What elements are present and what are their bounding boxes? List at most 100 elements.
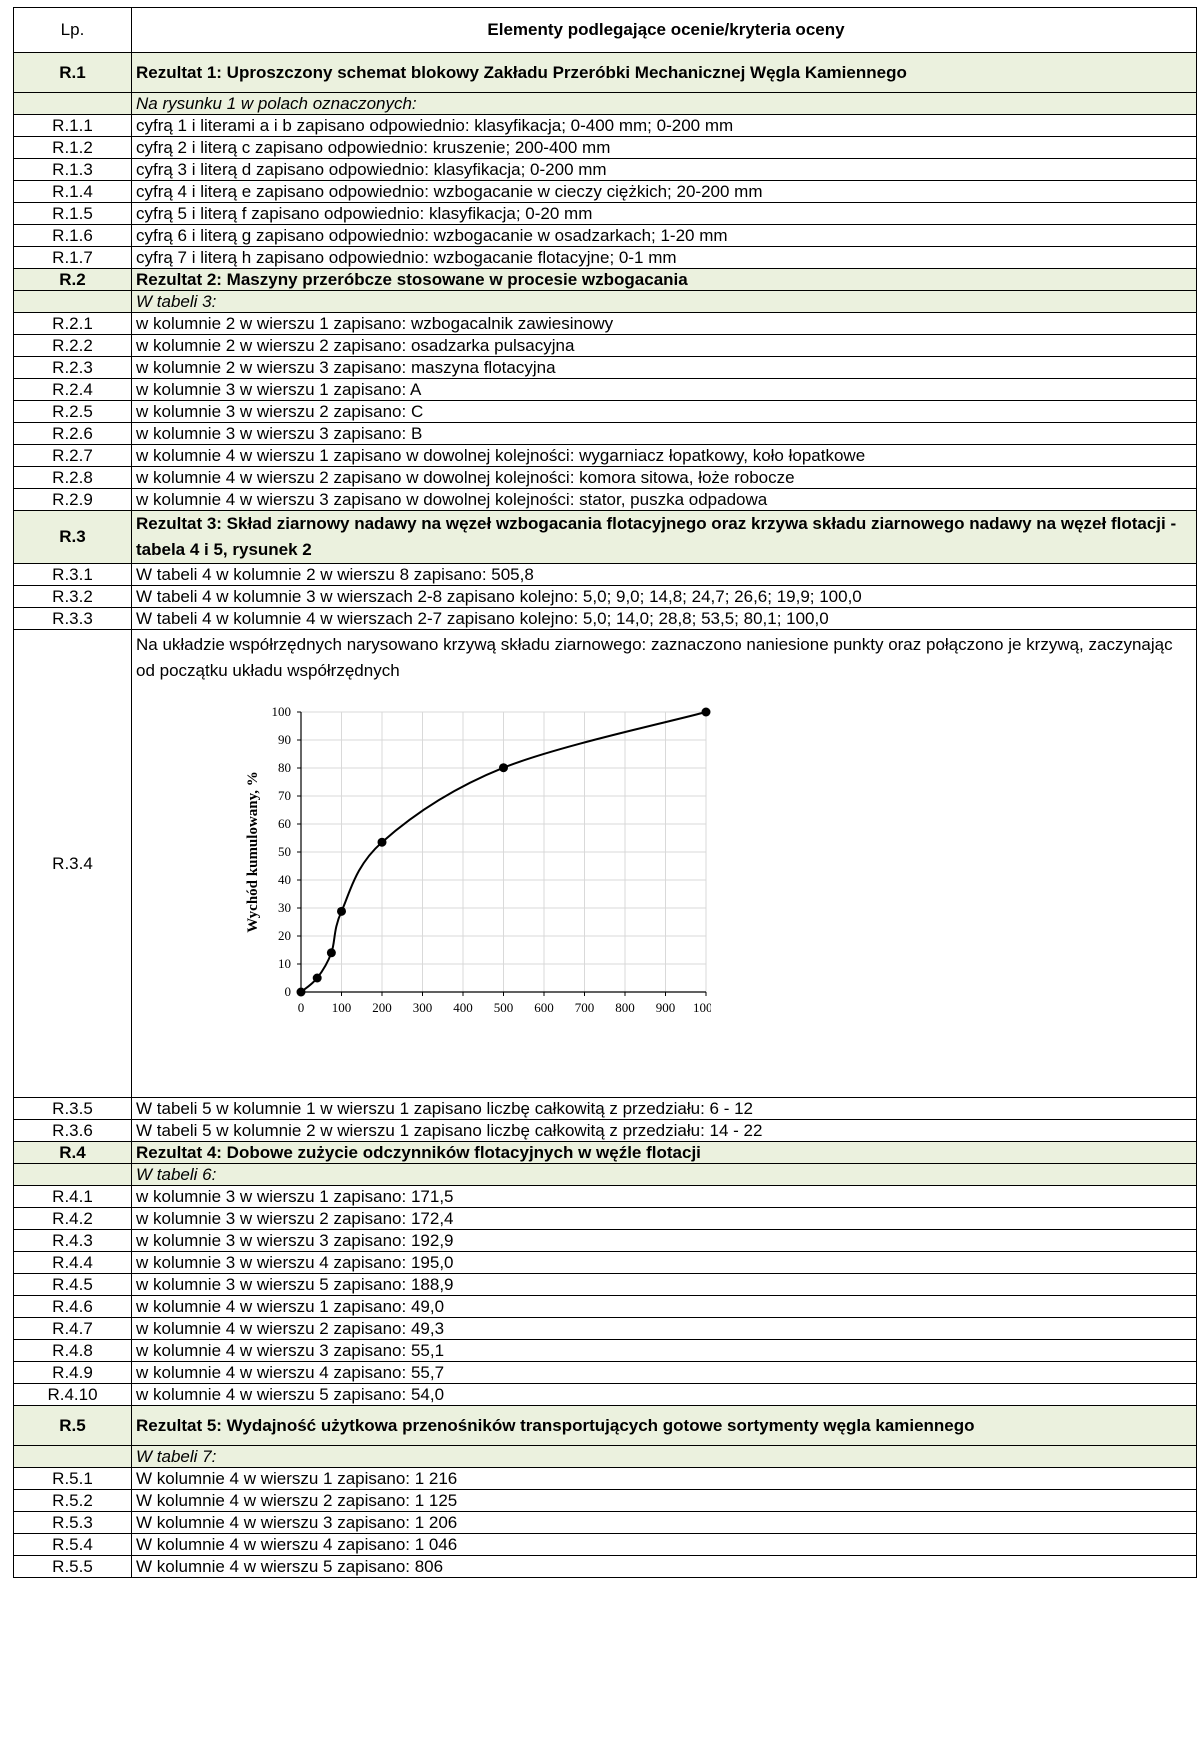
- criterion-code: R.2.6: [13, 422, 132, 445]
- x-tick-label: 200: [372, 1000, 392, 1015]
- criterion-text: W tabeli 4 w kolumnie 2 w wierszu 8 zapi…: [131, 563, 1197, 586]
- criterion-text: cyfrą 3 i literą d zapisano odpowiednio:…: [131, 158, 1197, 181]
- criterion-text: w kolumnie 4 w wierszu 1 zapisano w dowo…: [131, 444, 1197, 467]
- criterion-text: w kolumnie 3 w wierszu 5 zapisano: 188,9: [131, 1273, 1197, 1296]
- criterion-row: R.4.5 w kolumnie 3 w wierszu 5 zapisano: …: [13, 1273, 1197, 1296]
- x-tick-label: 800: [615, 1000, 635, 1015]
- criterion-text: cyfrą 1 i literami a i b zapisano odpowi…: [131, 114, 1197, 137]
- section-code: R.5: [13, 1405, 132, 1446]
- criterion-text: w kolumnie 3 w wierszu 4 zapisano: 195,0: [131, 1251, 1197, 1274]
- criterion-text: cyfrą 4 i literą e zapisano odpowiednio:…: [131, 180, 1197, 203]
- criterion-row: R.2.7 w kolumnie 4 w wierszu 1 zapisano w…: [13, 444, 1197, 467]
- y-tick-label: 0: [285, 984, 292, 999]
- criterion-row: R.4.6 w kolumnie 4 w wierszu 1 zapisano: …: [13, 1295, 1197, 1318]
- chart-svg: 0 100 200 300 400 500 600 700 800 900 1000 0 10 20 30 4…: [245, 704, 711, 1015]
- criterion-text: w kolumnie 4 w wierszu 3 zapisano: 55,1: [131, 1339, 1197, 1362]
- criterion-text: w kolumnie 4 w wierszu 5 zapisano: 54,0: [131, 1383, 1197, 1406]
- section-title: Rezultat 5: Wydajność użytkowa przenośni…: [131, 1405, 1197, 1446]
- criterion-text: W tabeli 5 w kolumnie 1 w wierszu 1 zapi…: [131, 1097, 1197, 1120]
- section-title: Rezultat 3: Skład ziarnowy nadawy na węz…: [131, 510, 1197, 564]
- criterion-row: R.2.8 w kolumnie 4 w wierszu 2 zapisano w…: [13, 466, 1197, 489]
- criterion-row: R.1.1 cyfrą 1 i literami a i b zapisano o…: [13, 114, 1197, 137]
- criterion-code: R.2.9: [13, 488, 132, 511]
- x-tick-label: 300: [413, 1000, 433, 1015]
- criterion-text: W tabeli 4 w kolumnie 4 w wierszach 2-7 …: [131, 607, 1197, 630]
- section-row: R.1 Rezultat 1: Uproszczony schemat bloko…: [13, 52, 1197, 93]
- criterion-code: R.4.8: [13, 1339, 132, 1362]
- y-tick-label: 80: [278, 760, 291, 775]
- criterion-code: R.4.3: [13, 1229, 132, 1252]
- criterion-row: R.4.7 w kolumnie 4 w wierszu 2 zapisano: …: [13, 1317, 1197, 1340]
- criterion-row: R.3.3 W tabeli 4 w kolumnie 4 w wierszach…: [13, 607, 1197, 630]
- criterion-text: cyfrą 5 i literą f zapisano odpowiednio:…: [131, 202, 1197, 225]
- subheading-row: W tabeli 3:: [13, 290, 1197, 313]
- x-tick-label: 400: [453, 1000, 473, 1015]
- y-tick-label: 30: [278, 900, 291, 915]
- section-row: R.4 Rezultat 4: Dobowe zużycie odczynnikó…: [13, 1141, 1197, 1164]
- criterion-text: W kolumnie 4 w wierszu 4 zapisano: 1 046: [131, 1533, 1197, 1556]
- criterion-code: R.3.5: [13, 1097, 132, 1120]
- criterion-text: w kolumnie 3 w wierszu 3 zapisano: 192,9: [131, 1229, 1197, 1252]
- criterion-row: R.5.2 W kolumnie 4 w wierszu 2 zapisano: …: [13, 1489, 1197, 1512]
- criterion-text: w kolumnie 2 w wierszu 3 zapisano: maszy…: [131, 356, 1197, 379]
- criterion-code: R.2.1: [13, 312, 132, 335]
- section-code: R.2: [13, 268, 132, 291]
- data-point: [377, 837, 387, 847]
- header-title: Elementy podlegające ocenie/kryteria oce…: [131, 7, 1197, 53]
- criterion-code: R.5.2: [13, 1489, 132, 1512]
- criterion-code: R.1.1: [13, 114, 132, 137]
- criterion-code: R.2.7: [13, 444, 132, 467]
- criterion-text: W kolumnie 4 w wierszu 5 zapisano: 806: [131, 1555, 1197, 1578]
- x-tick-label: 700: [575, 1000, 595, 1015]
- data-point: [499, 763, 508, 773]
- criterion-row: R.5.1 W kolumnie 4 w wierszu 1 zapisano: …: [13, 1467, 1197, 1490]
- x-tick-label: 0: [298, 1000, 305, 1015]
- y-tick-label: 40: [278, 872, 291, 887]
- criterion-row: R.4.3 w kolumnie 3 w wierszu 3 zapisano: …: [13, 1229, 1197, 1252]
- criterion-code: R.1.5: [13, 202, 132, 225]
- data-point: [312, 973, 322, 983]
- header-lp: Lp.: [13, 7, 132, 53]
- criterion-text: cyfrą 6 i literą g zapisano odpowiednio:…: [131, 224, 1197, 247]
- data-point: [337, 906, 346, 916]
- subheading-row: W tabeli 7:: [13, 1445, 1197, 1468]
- criterion-row: R.5.4 W kolumnie 4 w wierszu 4 zapisano: …: [13, 1533, 1197, 1556]
- subheading-spacer: [13, 1445, 132, 1468]
- subheading-spacer: [13, 1163, 132, 1186]
- criterion-text: w kolumnie 4 w wierszu 4 zapisano: 55,7: [131, 1361, 1197, 1384]
- section-title: Rezultat 1: Uproszczony schemat blokowy …: [131, 52, 1197, 93]
- y-tick-label: 90: [278, 732, 291, 747]
- criterion-text: w kolumnie 3 w wierszu 1 zapisano: A: [131, 378, 1197, 401]
- criterion-code: R.5.1: [13, 1467, 132, 1490]
- criterion-row: R.1.5 cyfrą 5 i literą f zapisano odpowie…: [13, 202, 1197, 225]
- criterion-row: R.2.1 w kolumnie 2 w wierszu 1 zapisano: …: [13, 312, 1197, 335]
- criterion-row: R.2.2 w kolumnie 2 w wierszu 2 zapisano: …: [13, 334, 1197, 357]
- criterion-code: R.1.2: [13, 136, 132, 159]
- grain-size-chart: 0 100 200 300 400 500 600 700 800 900 1000 0 10 20 30 4…: [136, 702, 1196, 1022]
- chart-row: R.3.4 Na układzie współrzędnych narysowan…: [13, 629, 1197, 1098]
- criterion-text: w kolumnie 4 w wierszu 2 zapisano w dowo…: [131, 466, 1197, 489]
- criterion-code: R.4.7: [13, 1317, 132, 1340]
- criterion-code: R.4.9: [13, 1361, 132, 1384]
- criterion-text: W tabeli 4 w kolumnie 3 w wierszach 2-8 …: [131, 585, 1197, 608]
- subheading-spacer: [13, 92, 132, 115]
- criterion-text: W tabeli 5 w kolumnie 2 w wierszu 1 zapi…: [131, 1119, 1197, 1142]
- criteria-table: Lp. Elementy podlegające ocenie/kryteria…: [13, 7, 1197, 1578]
- criterion-row: R.5.3 W kolumnie 4 w wierszu 3 zapisano: …: [13, 1511, 1197, 1534]
- criterion-text: W kolumnie 4 w wierszu 2 zapisano: 1 125: [131, 1489, 1197, 1512]
- criterion-text: w kolumnie 2 w wierszu 2 zapisano: osadz…: [131, 334, 1197, 357]
- criterion-row: R.4.2 w kolumnie 3 w wierszu 2 zapisano: …: [13, 1207, 1197, 1230]
- criterion-code: R.1.4: [13, 180, 132, 203]
- criterion-row: R.2.5 w kolumnie 3 w wierszu 2 zapisano: …: [13, 400, 1197, 423]
- criterion-text: w kolumnie 3 w wierszu 2 zapisano: C: [131, 400, 1197, 423]
- y-tick-label: 100: [272, 704, 292, 719]
- x-tick-label: 500: [494, 1000, 514, 1015]
- criterion-code: R.4.4: [13, 1251, 132, 1274]
- section-row: R.5 Rezultat 5: Wydajność użytkowa przeno…: [13, 1405, 1197, 1446]
- criterion-text: w kolumnie 4 w wierszu 1 zapisano: 49,0: [131, 1295, 1197, 1318]
- criterion-row: R.1.7 cyfrą 7 i literą h zapisano odpowie…: [13, 246, 1197, 269]
- criterion-code: R.4.6: [13, 1295, 132, 1318]
- subheading-row: Na rysunku 1 w polach oznaczonych:: [13, 92, 1197, 115]
- y-tick-label: 60: [278, 816, 291, 831]
- criterion-code: R.1.3: [13, 158, 132, 181]
